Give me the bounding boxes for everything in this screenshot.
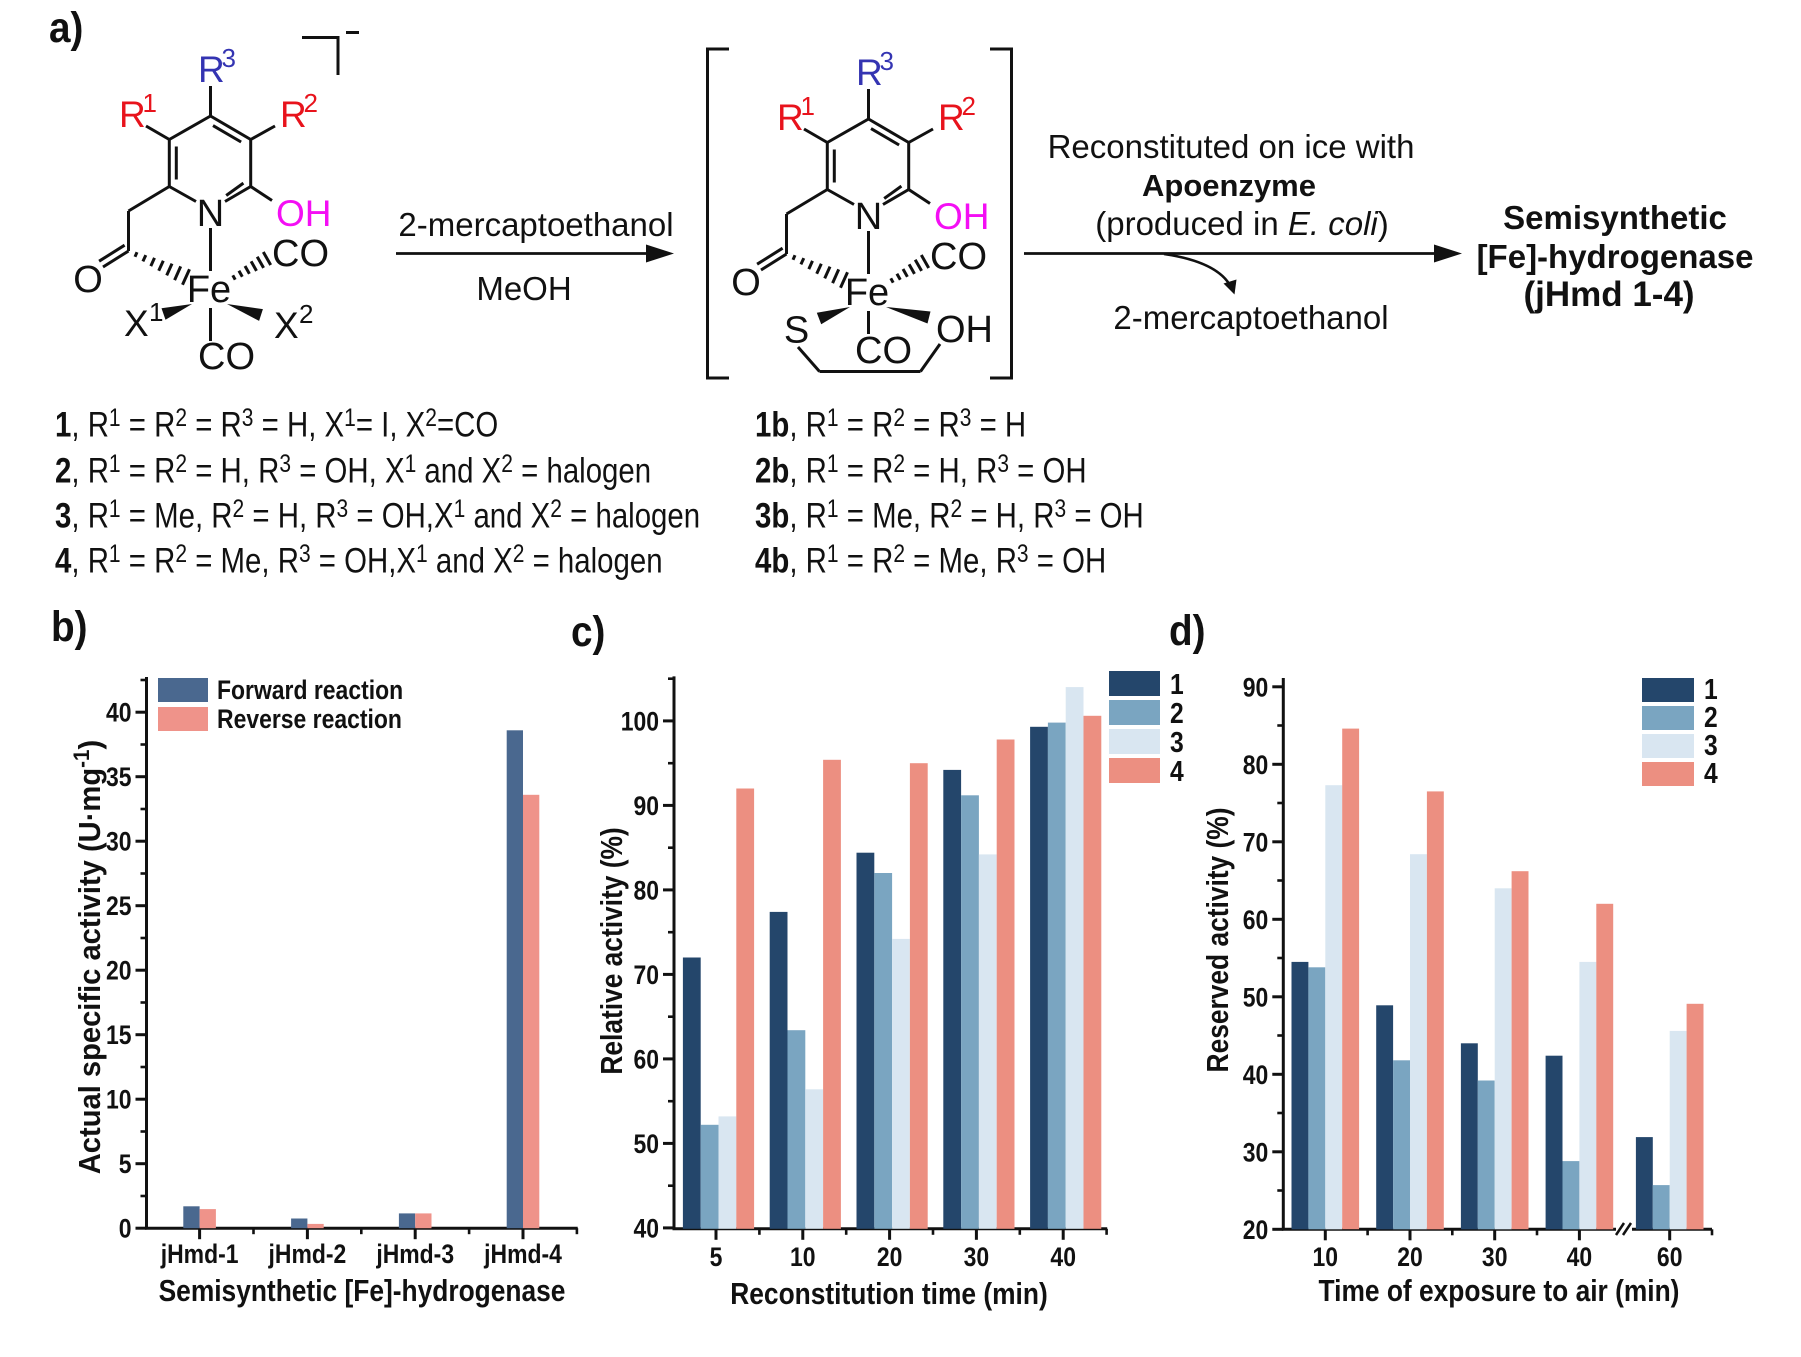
svg-text:Relative activity (%): Relative activity (%) — [595, 827, 629, 1074]
svg-text:25: 25 — [106, 891, 132, 921]
svg-text:40: 40 — [1243, 1060, 1269, 1090]
svg-text:20: 20 — [877, 1242, 903, 1272]
svg-text:50: 50 — [1243, 983, 1269, 1013]
svg-text:10: 10 — [106, 1085, 132, 1115]
svg-text:60: 60 — [633, 1045, 659, 1075]
svg-text:R: R — [856, 52, 883, 93]
svg-text:Actual specific activity (U·mg: Actual specific activity (U·mg-1) — [69, 740, 107, 1174]
svg-text:90: 90 — [1243, 673, 1269, 703]
svg-text:10: 10 — [790, 1242, 816, 1272]
svg-text:2: 2 — [299, 299, 313, 329]
svg-text:3: 3 — [1704, 729, 1718, 761]
svg-text:Forward reaction: Forward reaction — [217, 675, 403, 705]
svg-text:1: 1 — [1170, 668, 1184, 700]
svg-text:2-mercaptoethanol: 2-mercaptoethanol — [398, 206, 673, 243]
svg-text:jHmd-2: jHmd-2 — [268, 1239, 347, 1269]
svg-text:O: O — [731, 262, 761, 304]
svg-text:0: 0 — [119, 1214, 132, 1244]
svg-text:35: 35 — [106, 762, 132, 792]
svg-text:40: 40 — [633, 1214, 659, 1244]
svg-text:2: 2 — [304, 88, 318, 118]
svg-text:3: 3 — [222, 43, 236, 73]
svg-text:R: R — [938, 97, 965, 138]
svg-text:20: 20 — [106, 956, 132, 986]
svg-text:80: 80 — [1243, 750, 1269, 780]
svg-text:Semisynthetic [Fe]-hydrogenase: Semisynthetic [Fe]-hydrogenase — [159, 1274, 566, 1308]
svg-text:3: 3 — [880, 46, 894, 76]
svg-text:20: 20 — [1397, 1242, 1423, 1272]
svg-text:Reverse reaction: Reverse reaction — [217, 704, 402, 734]
svg-text:(jHmd 1-4): (jHmd 1-4) — [1523, 275, 1694, 314]
svg-text:60: 60 — [1243, 905, 1269, 935]
svg-text:N: N — [855, 196, 882, 238]
svg-text:S: S — [784, 310, 809, 352]
svg-text:X: X — [124, 303, 149, 344]
svg-text:d): d) — [1169, 606, 1206, 654]
svg-text:2-mercaptoethanol: 2-mercaptoethanol — [1113, 299, 1388, 336]
svg-text:30: 30 — [106, 827, 132, 857]
svg-text:jHmd-4: jHmd-4 — [483, 1239, 562, 1269]
svg-text:Reconstituted on ice with: Reconstituted on ice with — [1048, 128, 1415, 165]
svg-text:c): c) — [571, 607, 605, 655]
svg-text:R: R — [280, 94, 307, 135]
svg-text:15: 15 — [106, 1020, 132, 1050]
svg-text:(produced in E. coli): (produced in E. coli) — [1095, 205, 1389, 242]
svg-text:2: 2 — [962, 91, 976, 121]
svg-text:5: 5 — [119, 1149, 132, 1179]
svg-text:R: R — [198, 49, 225, 90]
svg-text:OH: OH — [934, 196, 990, 237]
svg-text:1: 1 — [1704, 673, 1718, 705]
svg-text:60: 60 — [1657, 1242, 1683, 1272]
svg-text:40: 40 — [1567, 1242, 1593, 1272]
svg-text:Fe: Fe — [845, 272, 889, 314]
svg-text:40: 40 — [106, 698, 132, 728]
svg-text:Apoenzyme: Apoenzyme — [1142, 168, 1316, 203]
svg-text:a): a) — [49, 3, 83, 51]
svg-text:MeOH: MeOH — [476, 270, 571, 307]
svg-text:20: 20 — [1243, 1215, 1269, 1245]
svg-text:Fe: Fe — [187, 269, 231, 311]
svg-text:3: 3 — [1170, 726, 1184, 758]
svg-text:N: N — [197, 193, 224, 235]
svg-text:2: 2 — [1170, 697, 1184, 729]
svg-text:1: 1 — [801, 91, 815, 121]
svg-text:30: 30 — [964, 1242, 990, 1272]
svg-text:R: R — [777, 97, 804, 138]
svg-text:OH: OH — [936, 309, 993, 351]
svg-text:2: 2 — [1704, 701, 1718, 733]
svg-text:Reserved activity (%): Reserved activity (%) — [1201, 808, 1235, 1073]
svg-text:40: 40 — [1050, 1242, 1076, 1272]
svg-text:90: 90 — [633, 791, 659, 821]
svg-text:[Fe]-hydrogenase: [Fe]-hydrogenase — [1477, 238, 1754, 275]
svg-text:Time of exposure to air (min): Time of exposure to air (min) — [1319, 1274, 1680, 1308]
svg-text:jHmd-3: jHmd-3 — [375, 1239, 454, 1269]
svg-text:Reconstitution time (min): Reconstitution time (min) — [730, 1277, 1047, 1311]
svg-text:1: 1 — [149, 297, 163, 327]
svg-text:10: 10 — [1313, 1242, 1339, 1272]
svg-text:Semisynthetic: Semisynthetic — [1503, 199, 1727, 236]
svg-text:4: 4 — [1170, 755, 1184, 787]
svg-text:1: 1 — [143, 88, 157, 118]
svg-text:30: 30 — [1482, 1242, 1508, 1272]
svg-text:b): b) — [51, 602, 88, 650]
svg-text:CO: CO — [198, 336, 255, 378]
svg-text:X: X — [274, 305, 299, 346]
svg-text:jHmd-1: jHmd-1 — [160, 1239, 239, 1269]
svg-text:CO: CO — [855, 330, 912, 372]
svg-text:CO: CO — [272, 233, 329, 275]
svg-text:80: 80 — [633, 876, 659, 906]
svg-text:OH: OH — [276, 193, 332, 234]
svg-text:CO: CO — [930, 236, 987, 278]
svg-text:100: 100 — [621, 707, 659, 737]
svg-text:70: 70 — [633, 960, 659, 990]
svg-text:R: R — [119, 94, 146, 135]
svg-text:30: 30 — [1243, 1138, 1269, 1168]
svg-text:70: 70 — [1243, 828, 1269, 858]
svg-text:5: 5 — [710, 1242, 723, 1272]
svg-text:50: 50 — [633, 1129, 659, 1159]
svg-text:4: 4 — [1704, 757, 1718, 789]
svg-text:O: O — [73, 259, 103, 301]
